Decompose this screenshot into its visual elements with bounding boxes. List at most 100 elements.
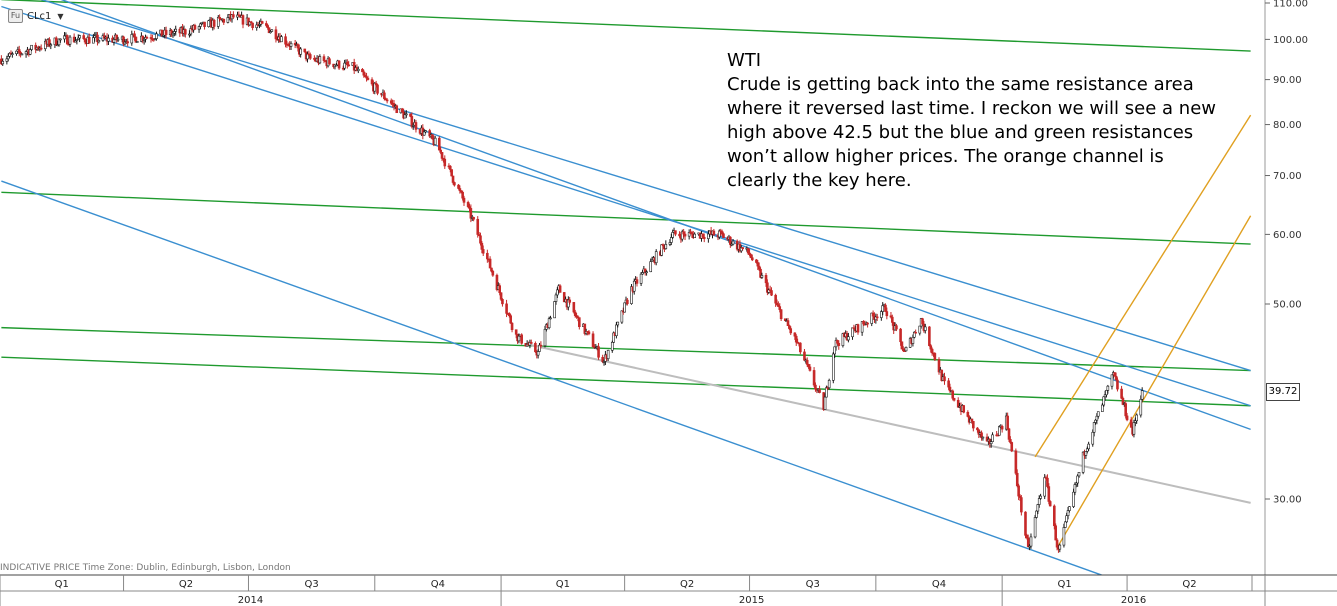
annotation-line: high above 42.5 but the blue and green r…	[727, 122, 1194, 143]
candle	[347, 60, 350, 67]
candle	[68, 35, 72, 48]
candle	[671, 229, 674, 239]
candle	[543, 325, 547, 348]
candle	[1026, 534, 1030, 548]
candle	[49, 42, 53, 50]
futures-badge-icon: Fu	[8, 9, 23, 23]
candle	[501, 298, 504, 307]
candle	[750, 254, 754, 262]
year-label: 2014	[238, 595, 263, 606]
candle	[591, 331, 595, 348]
candle	[1000, 424, 1004, 433]
candle	[1058, 543, 1062, 553]
candle	[674, 230, 677, 237]
candle	[1096, 411, 1100, 419]
candle	[923, 323, 927, 334]
candle	[269, 30, 272, 34]
candle	[1124, 401, 1128, 419]
candle	[134, 36, 138, 43]
quarter-label: Q1	[55, 579, 69, 590]
green-trendline	[1, 191, 1251, 245]
candle	[827, 378, 831, 390]
orange-trendline	[1034, 114, 1252, 458]
candle	[1, 58, 5, 67]
chart-annotation: WTI Crude is getting back into the same …	[727, 49, 1247, 193]
candle	[943, 372, 946, 385]
candle	[568, 296, 572, 305]
quarter-label: Q4	[932, 579, 946, 590]
candle	[472, 216, 475, 222]
y-tick-label: 60.00	[1273, 230, 1302, 241]
candle	[82, 32, 86, 40]
candle	[357, 66, 360, 74]
candle	[786, 317, 790, 327]
green-trendline	[1, 356, 1251, 407]
candle	[866, 321, 869, 328]
candle	[414, 119, 418, 133]
candle	[928, 326, 931, 347]
candle	[610, 340, 614, 353]
candle	[499, 292, 503, 301]
candle	[670, 233, 673, 246]
candle	[814, 382, 817, 392]
candle	[284, 33, 287, 48]
annotation-line: won’t allow higher prices. The orange ch…	[727, 146, 1164, 167]
candle	[490, 267, 493, 273]
candle	[318, 54, 322, 65]
candle	[851, 327, 854, 340]
candle	[764, 272, 768, 287]
candle	[900, 341, 904, 350]
candle	[1116, 377, 1119, 392]
y-tick-label: 90.00	[1273, 75, 1302, 86]
candle	[1121, 396, 1125, 406]
candle	[133, 30, 136, 41]
candle	[620, 310, 624, 324]
candle	[11, 51, 14, 58]
candle	[639, 272, 643, 287]
y-tick-label: 30.00	[1273, 495, 1302, 506]
candle	[222, 18, 226, 25]
candle	[1020, 495, 1023, 516]
candle	[976, 427, 979, 433]
candle	[970, 418, 974, 424]
quarter-label: Q2	[680, 579, 694, 590]
candle	[488, 256, 492, 269]
candle	[439, 146, 442, 155]
candle	[558, 284, 562, 293]
candle	[248, 21, 252, 27]
candle	[799, 342, 802, 355]
chevron-down-icon[interactable]: ▼	[57, 11, 64, 21]
year-label: 2016	[1121, 595, 1146, 606]
symbol-selector[interactable]: Fu CLc1 ▼	[8, 9, 64, 23]
candle	[981, 436, 985, 441]
candle	[534, 341, 537, 353]
candle	[649, 258, 653, 273]
candle	[299, 47, 302, 58]
candle	[395, 104, 399, 114]
candle	[48, 37, 51, 48]
candle	[112, 37, 116, 46]
candle	[554, 292, 558, 305]
candle	[805, 357, 809, 367]
candle	[687, 229, 691, 240]
candle	[130, 30, 134, 46]
candle	[885, 307, 889, 320]
candle	[572, 302, 576, 314]
candle	[1053, 504, 1056, 530]
y-tick-label: 80.00	[1273, 120, 1302, 131]
candle	[481, 245, 485, 256]
y-tick-label: 100.00	[1273, 35, 1308, 46]
candle	[1106, 384, 1110, 394]
candle	[1073, 482, 1077, 496]
candle	[1091, 429, 1095, 447]
candle	[306, 51, 309, 63]
candle	[199, 22, 202, 30]
candle	[20, 53, 24, 56]
last-price-label: 39.72	[1266, 383, 1300, 401]
candle	[308, 52, 312, 60]
candle	[583, 323, 587, 336]
candle	[1087, 441, 1090, 451]
candle	[547, 316, 551, 330]
green-trendline	[1, 326, 1251, 372]
candle	[1068, 506, 1071, 513]
